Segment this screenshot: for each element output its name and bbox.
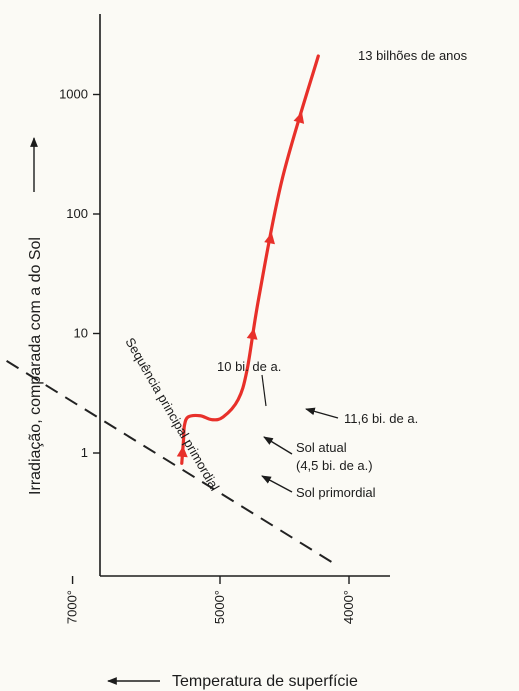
track-point	[236, 398, 240, 401]
annotation-11-6-billion-arrow	[305, 407, 339, 419]
annotation-sol-atual-age: (4,5 bi. de a.)	[296, 458, 373, 473]
track-direction-arrow	[293, 111, 305, 124]
y-tick-label: 1000	[59, 87, 88, 102]
annotation-13-billion: 13 bilhões de anos	[358, 48, 468, 63]
track-point	[180, 461, 184, 465]
y-tick-label: 10	[74, 326, 88, 341]
main-sequence-dashed-line	[0, 355, 334, 564]
y-ticks: 1 10 100 1000	[59, 87, 100, 460]
x-tick-label: 4000°	[341, 590, 356, 624]
track-point	[198, 414, 202, 418]
y-axis-label-group: Irradiação, comparada com a do Sol	[27, 237, 44, 495]
axes	[99, 14, 390, 577]
track-point	[281, 176, 284, 180]
track-point	[245, 368, 249, 371]
annotations: 13 bilhões de anos 10 bi. de a. 11,6 bi.…	[217, 48, 468, 500]
x-tick-label: 5000°	[212, 590, 227, 624]
annotation-10-billion: 10 bi. de a.	[217, 359, 281, 374]
track-point	[221, 415, 225, 419]
x-ticks: 15000°7000°5000°4000°	[65, 576, 356, 624]
track-point	[257, 296, 261, 299]
x-axis-label: Temperatura de superfície	[172, 673, 358, 690]
annotation-10-billion-pointer	[261, 374, 267, 407]
y-tick-label: 100	[66, 206, 88, 221]
annotation-sol-primordial: Sol primordial	[296, 485, 376, 500]
track-direction-arrow	[246, 328, 258, 340]
annotation-sol-atual-arrow	[263, 436, 293, 455]
main-sequence-label: Sequência principal primordial	[122, 335, 222, 493]
annotation-sol-primordial-arrow	[261, 475, 293, 493]
track-point	[186, 415, 190, 419]
x-tick-label: 7000°	[65, 590, 80, 624]
annotation-sol-atual: Sol atual	[296, 440, 347, 455]
marker-layer	[176, 54, 320, 465]
track-point	[210, 418, 214, 421]
annotation-11-6-billion: 11,6 bi. de a.	[344, 411, 418, 426]
track-point	[182, 438, 185, 441]
y-tick-label: 1	[81, 445, 88, 460]
y-axis-label: Irradiação, comparada com a do Sol	[27, 237, 44, 495]
track-direction-arrow	[176, 445, 188, 458]
track-point	[183, 424, 186, 427]
track-point	[316, 54, 320, 58]
track-direction-arrow	[264, 232, 275, 245]
